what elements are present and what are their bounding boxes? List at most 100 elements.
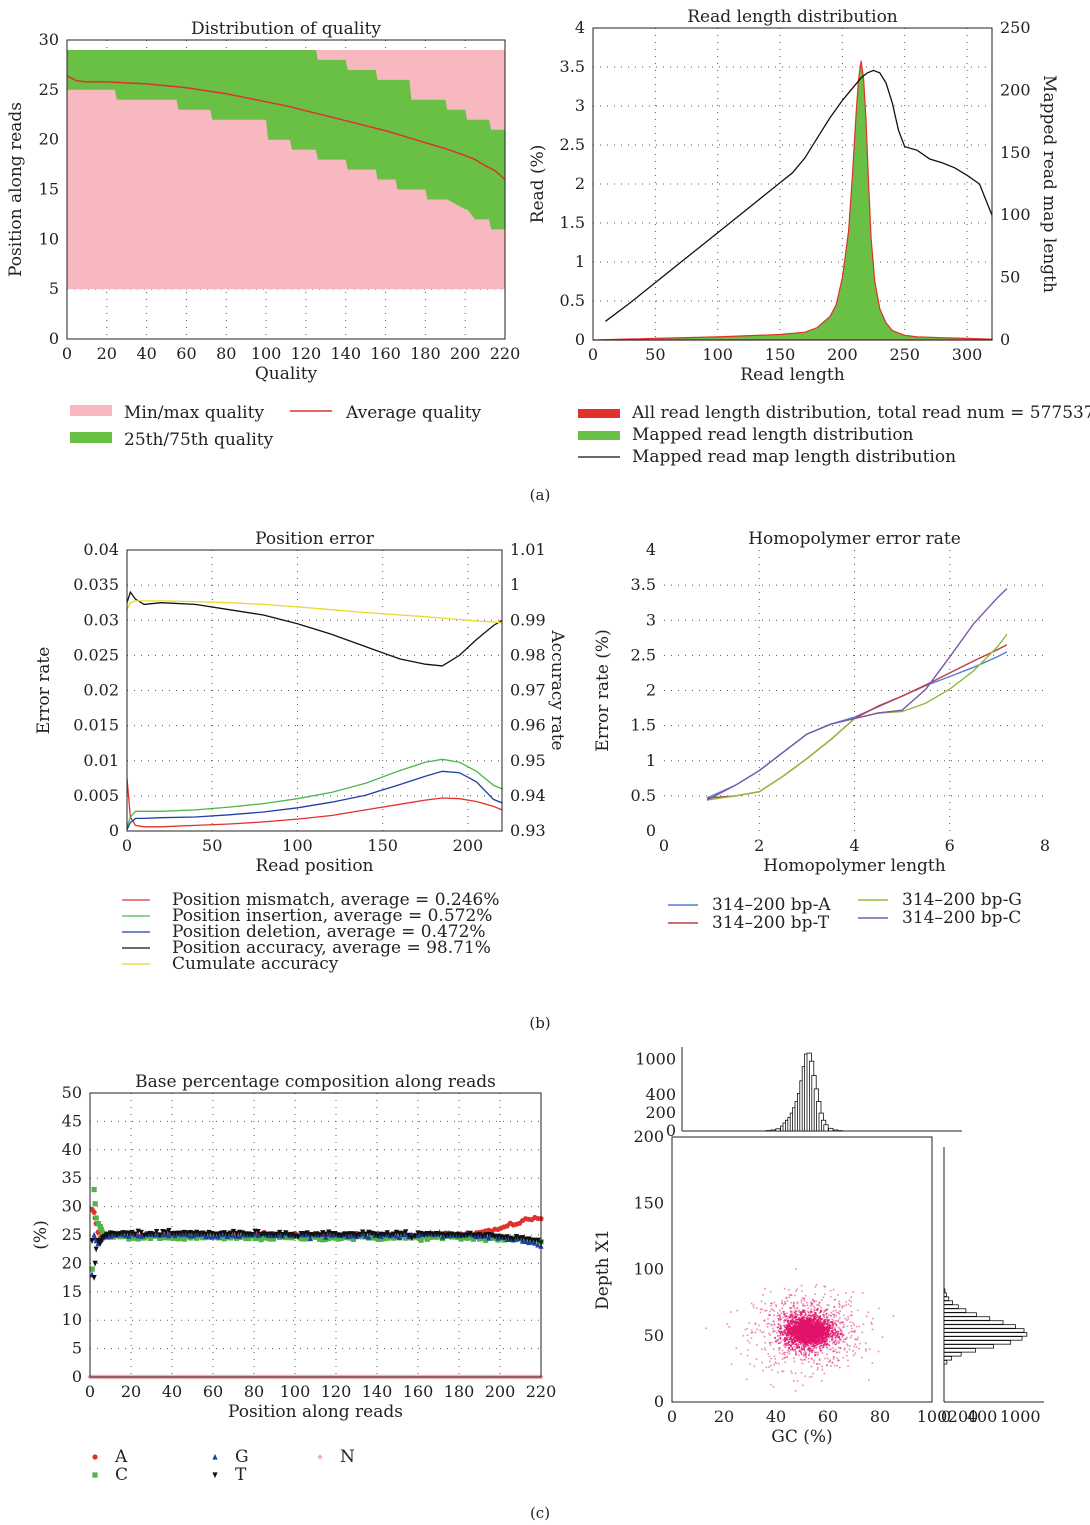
gc-depth-point: [805, 1344, 807, 1346]
basecomp-legend-label-t: T: [235, 1465, 247, 1485]
gc-depth-point: [772, 1331, 775, 1333]
basecomp-point-c: [91, 1186, 97, 1193]
gc-depth-point: [820, 1334, 822, 1337]
gc-depth-point: [850, 1330, 853, 1333]
basecomp-point-c: [424, 1236, 430, 1242]
gc-depth-point: [798, 1345, 801, 1348]
gc-depth-point: [761, 1348, 763, 1351]
gc-depth-point: [823, 1320, 825, 1323]
gc-depth-point: [799, 1338, 802, 1340]
gc-depth-point: [854, 1329, 856, 1332]
gc-depth-point: [809, 1330, 811, 1333]
poserr-y2tick-label: 0.97: [510, 681, 546, 700]
basecomp-point-c: [169, 1234, 175, 1240]
gc-depth-point: [772, 1386, 775, 1388]
gc-depth-point: [792, 1331, 794, 1334]
gc-depth-point: [730, 1363, 733, 1366]
depth-hist-bar: [943, 1304, 959, 1309]
gc-depth-point: [820, 1341, 823, 1343]
gc-depth-point: [759, 1311, 762, 1314]
gc-depth-point: [808, 1329, 810, 1332]
gc-depth-point: [825, 1309, 827, 1311]
gc-depth-point: [802, 1330, 804, 1333]
gc-depth-point: [803, 1354, 805, 1357]
gc-depth-point: [804, 1295, 807, 1297]
gc-depth-point: [800, 1332, 803, 1335]
basecomp-ytick-label: 50: [62, 1083, 82, 1102]
basecomp-point-c: [476, 1236, 483, 1242]
gc-depth-point: [826, 1326, 829, 1329]
basecomp-ytick-label: 20: [62, 1253, 82, 1272]
gc-depth-point: [806, 1304, 809, 1306]
poserr-y2tick-label: 0.93: [510, 821, 546, 840]
readlen-xtick-label: 100: [702, 345, 733, 364]
gc-depth-point: [832, 1319, 835, 1322]
gc-depth-point: [784, 1329, 786, 1332]
gc-depth-point: [794, 1390, 797, 1392]
gc-depth-point: [791, 1315, 793, 1317]
gc-depth-point: [813, 1345, 815, 1348]
gc-depth-point: [785, 1318, 788, 1321]
depth-hist-bar: [943, 1356, 953, 1361]
gc-depth-point: [773, 1363, 775, 1366]
gc-depth-point: [826, 1364, 829, 1367]
gcdepth-ytick-label: 150: [633, 1193, 664, 1212]
gc-depth-point: [794, 1340, 797, 1343]
gc-depth-point: [848, 1348, 851, 1351]
basecomp-point-c: [458, 1236, 464, 1242]
basecomp-point-t: [406, 1232, 412, 1239]
gc-depth-point: [771, 1324, 773, 1327]
readlen-xtick-label: 250: [889, 345, 920, 364]
gc-depth-point: [846, 1354, 848, 1357]
gc-depth-point: [822, 1336, 825, 1339]
gc-depth-point: [766, 1323, 769, 1325]
gc-depth-point: [801, 1337, 803, 1340]
gc-depth-point: [787, 1317, 789, 1320]
gc-depth-point: [769, 1305, 772, 1307]
readlen-y2label: Mapped read map length: [1039, 75, 1059, 293]
gc-depth-point: [777, 1330, 780, 1332]
gc-depth-point: [841, 1306, 843, 1309]
gc-depth-point: [829, 1340, 831, 1343]
basecomp-point-t: [400, 1230, 406, 1237]
gc-depth-point: [779, 1328, 781, 1330]
gc-depth-point: [818, 1330, 821, 1332]
gc-depth-point: [819, 1336, 821, 1339]
gc-depth-point: [795, 1352, 797, 1355]
gc-depth-point: [790, 1336, 792, 1338]
gc-depth-point: [810, 1342, 813, 1345]
gc-depth-point: [836, 1332, 839, 1335]
gc-depth-point: [791, 1327, 793, 1329]
gc-depth-point: [815, 1351, 818, 1354]
gc-depth-point: [788, 1346, 790, 1349]
gc-depth-point: [812, 1348, 814, 1350]
gc-depth-point: [816, 1328, 818, 1331]
gc-depth-point: [812, 1343, 814, 1346]
gc-depth-point: [812, 1315, 814, 1318]
gc-depth-point: [796, 1321, 798, 1324]
gc-depth-point: [785, 1342, 788, 1345]
gc-depth-point: [760, 1331, 763, 1334]
homopolymer-ytick-label: 1: [646, 751, 656, 770]
gc-depth-point: [783, 1319, 785, 1322]
gc-depth-point: [790, 1314, 792, 1316]
gc-depth-point: [804, 1375, 807, 1378]
gc-depth-point: [791, 1346, 794, 1349]
gc-depth-point: [805, 1331, 808, 1334]
basecomp-point-c: [178, 1235, 184, 1241]
gc-depth-point: [806, 1331, 809, 1333]
gc-depth-point: [819, 1324, 821, 1326]
gc-depth-point: [806, 1327, 809, 1329]
gc-depth-point: [849, 1305, 852, 1307]
gc-depth-point: [816, 1333, 819, 1335]
gc-hist-bar: [833, 1129, 839, 1132]
quality-xtick-label: 160: [370, 344, 401, 363]
gc-depth-point: [767, 1317, 769, 1320]
gc-depth-point: [811, 1358, 813, 1360]
gc-depth-point: [813, 1341, 816, 1343]
basecomp-point-t: [233, 1230, 240, 1237]
gc-depth-point: [791, 1329, 794, 1331]
gc-depth-point: [791, 1333, 794, 1335]
average-quality-line: [66, 75, 506, 181]
basecomp-ytick-label: 10: [62, 1310, 82, 1329]
